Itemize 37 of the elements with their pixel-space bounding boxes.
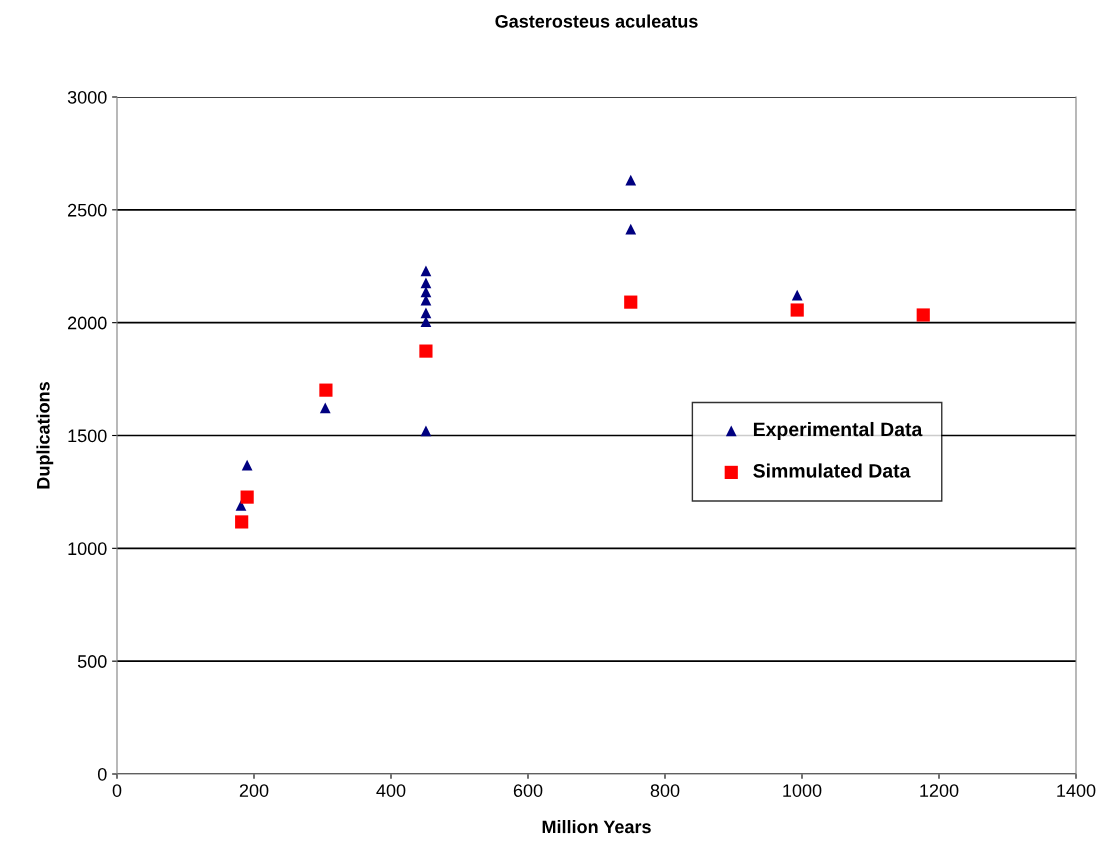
x-tick-label: 200 (239, 784, 269, 797)
chart-title: Gasterosteus aculeatus (495, 14, 698, 28)
y-tick-label: 1500 (68, 429, 107, 443)
point (420, 277, 432, 289)
x-tick-label: 400 (376, 784, 406, 797)
point (235, 500, 247, 511)
x-tick-label: 1000 (783, 784, 822, 797)
point (419, 344, 433, 358)
point (624, 295, 638, 309)
y-tick-label: 500 (77, 655, 107, 668)
point (625, 223, 637, 235)
x-tick-label: 600 (513, 784, 543, 797)
point (790, 303, 804, 317)
point (235, 515, 249, 529)
point (420, 307, 432, 319)
point (240, 490, 254, 504)
point (319, 383, 333, 397)
legend-label: Simmulated Data (753, 463, 911, 478)
y-tick-label: 3000 (67, 90, 107, 104)
point (319, 402, 331, 414)
y-axis-title: Duplications (36, 382, 54, 489)
x-tick-label: 0 (112, 784, 122, 797)
x-tick-label: 800 (650, 784, 680, 797)
point (420, 265, 432, 277)
point (791, 289, 803, 301)
x-tick-label: 1200 (920, 784, 959, 797)
x-axis-title: Million Years (542, 820, 651, 834)
y-tick-label: 2500 (68, 203, 107, 217)
point (625, 174, 637, 186)
point (420, 425, 432, 437)
legend-label: Experimental Data (753, 421, 923, 441)
point (916, 308, 930, 322)
y-tick-label: 0 (97, 767, 107, 781)
y-tick-label: 1000 (68, 542, 107, 556)
x-tick-label: 1400 (1057, 784, 1096, 797)
y-tick-label: 2000 (68, 316, 107, 330)
point (241, 459, 253, 471)
